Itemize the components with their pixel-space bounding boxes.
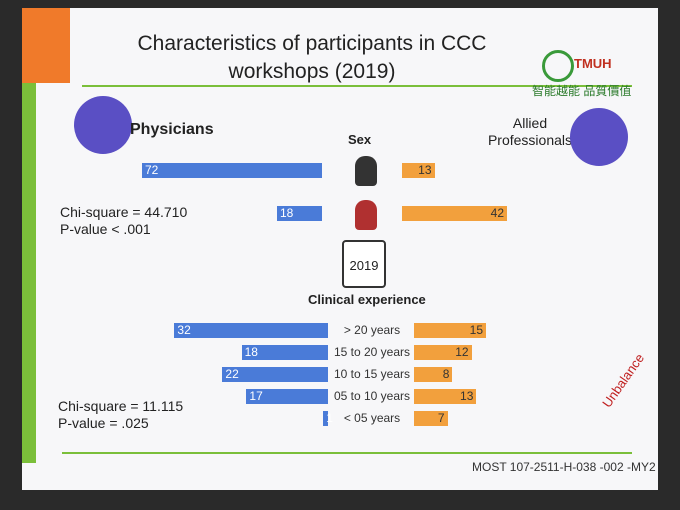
value-label: 18 — [244, 345, 258, 359]
value-label: 1 — [326, 411, 333, 425]
bar-left — [246, 389, 328, 404]
clinical-chi: Chi-square = 11.115 — [58, 398, 184, 414]
clinical-heading: Clinical experience — [308, 292, 426, 307]
bar-right — [402, 163, 435, 178]
value-label: 13 — [460, 389, 474, 403]
sex-chi: Chi-square = 44.710 — [60, 204, 188, 220]
bar-left — [241, 345, 328, 360]
slide: Characteristics of participants in CCC w… — [22, 8, 658, 490]
value-label: 22 — [225, 367, 239, 381]
chart: 72 13 18 42 32 15 > 20 years 18 12 15 to 20 years… — [22, 8, 658, 490]
bar-right — [414, 367, 453, 382]
category-label: > 20 years — [343, 323, 401, 337]
group-left: Physicians — [130, 121, 214, 138]
clinical-p: P-value = .025 — [58, 415, 149, 431]
sex-p: P-value < .001 — [60, 221, 151, 237]
accent-green — [22, 83, 36, 463]
value-label: 18 — [280, 206, 294, 220]
bar-right — [402, 206, 507, 221]
value-label: 13 — [418, 163, 432, 177]
bar-left — [222, 367, 328, 382]
category-label: 15 to 20 years — [333, 345, 411, 359]
rule — [82, 85, 632, 87]
group-right: Allied Professionals — [487, 115, 573, 148]
bar-right — [414, 345, 472, 360]
female-icon — [355, 200, 377, 230]
value-label: 17 — [249, 389, 263, 403]
bar-right — [414, 389, 477, 404]
logo-icon — [542, 50, 574, 82]
rule — [62, 452, 632, 454]
title: Characteristics of participants in CCC w… — [137, 32, 487, 83]
category-label: 10 to 15 years — [333, 367, 411, 381]
value-label: 8 — [442, 367, 450, 381]
value-label: 72 — [145, 163, 159, 177]
bar-right — [414, 323, 486, 338]
value-label: 7 — [437, 411, 445, 425]
male-icon — [355, 156, 377, 186]
value-label: 15 — [469, 323, 483, 337]
category-label: < 05 years — [343, 411, 401, 425]
category-label: 05 to 10 years — [333, 389, 411, 403]
value-label: 32 — [177, 323, 191, 337]
value-label: 42 — [490, 206, 504, 220]
bar-left — [277, 206, 322, 221]
bar-left — [174, 323, 328, 338]
accent-orange — [22, 8, 70, 83]
physician-icon — [74, 96, 132, 154]
professional-icon — [570, 108, 628, 166]
sex-heading: Sex — [348, 132, 372, 147]
value-label: 12 — [455, 345, 469, 359]
motto: 智能越能 品質價值 — [532, 84, 632, 98]
bar-right — [414, 411, 448, 426]
bar-left — [323, 411, 328, 426]
footer: MOST 107-2511-H-038 -002 -MY2 — [472, 460, 656, 474]
logo: TMUH — [574, 56, 612, 71]
calendar: 2019 — [342, 240, 386, 288]
bar-left — [142, 163, 322, 178]
